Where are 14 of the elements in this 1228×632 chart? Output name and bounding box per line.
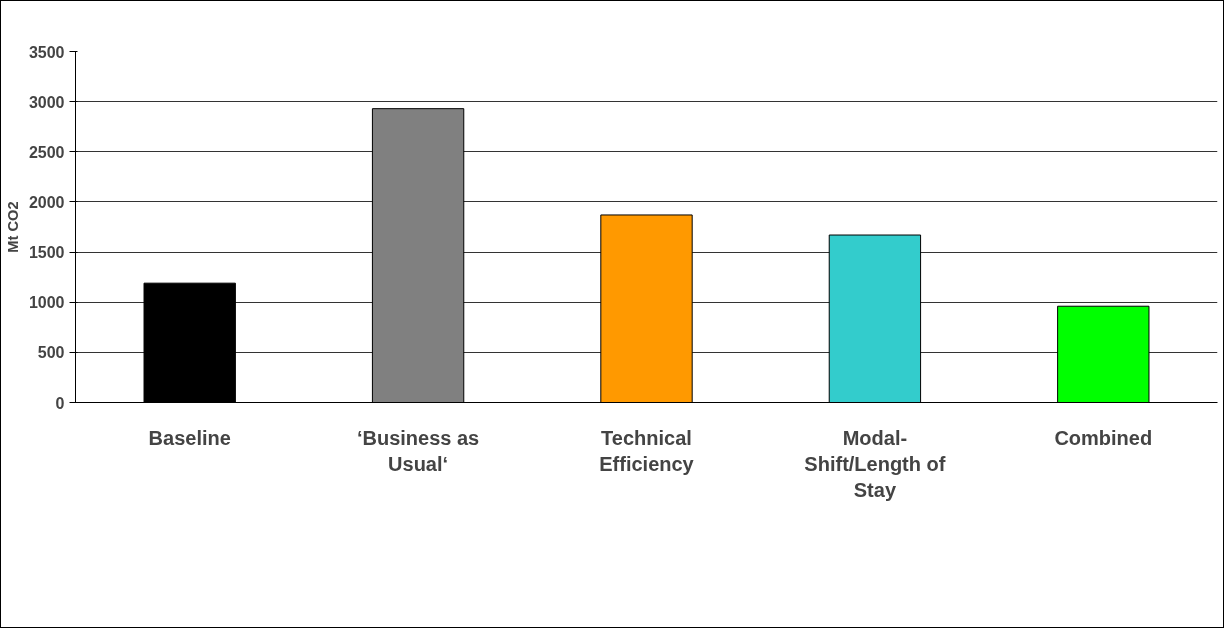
x-tick-label: ‘Business as Usual‘ [356,426,480,475]
y-tick-label: 0 [55,394,65,412]
x-tick-label: Modal-Shift/Length of Stay [804,426,946,502]
x-tick-label: Combined [1054,426,1153,449]
y-axis-title: Mt CO2 [4,201,21,253]
y-tick-label: 2000 [28,193,65,211]
y-tick-label: 1000 [28,294,65,312]
y-tick-label: 3000 [28,93,65,111]
y-tick-label: 500 [37,344,65,362]
y-tick-label: 1500 [28,244,65,262]
y-tick-label: 3500 [28,43,65,61]
x-tick-label: Technical Efficiency [599,426,695,475]
y-tick-label: 2500 [28,143,65,161]
x-tick-label: Baseline [148,426,231,449]
